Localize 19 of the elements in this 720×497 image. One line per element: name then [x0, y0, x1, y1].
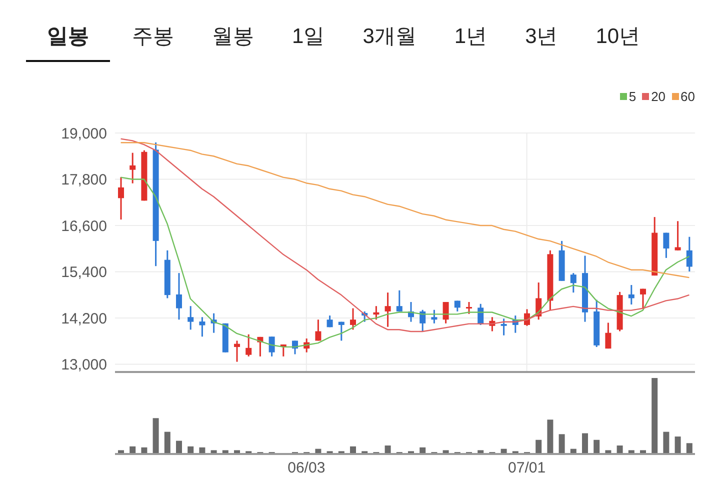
y-tick-label: 13,000	[61, 356, 107, 374]
text: 주봉	[132, 24, 174, 50]
text: 10년	[596, 24, 640, 50]
y-tick-label: 15,400	[61, 264, 107, 282]
legend-label: 5	[628, 89, 636, 104]
y-tick-label: 19,000	[61, 125, 107, 142]
y-tick-label: 14,200	[61, 310, 107, 328]
y-tick-label: 16,600	[61, 218, 107, 235]
y-tick-label: 17,800	[61, 172, 107, 189]
legend-label: 20	[651, 89, 666, 104]
text: 월봉	[212, 24, 254, 50]
text: 3개월	[362, 24, 416, 50]
text: 1일	[292, 24, 325, 50]
legend-label: 60	[680, 89, 695, 104]
text: 3년	[525, 24, 558, 50]
text: 일봉	[26, 18, 110, 62]
x-tick-label: 07/01	[508, 460, 546, 477]
text: 1년	[454, 24, 488, 50]
x-tick-label: 06/03	[288, 460, 326, 477]
